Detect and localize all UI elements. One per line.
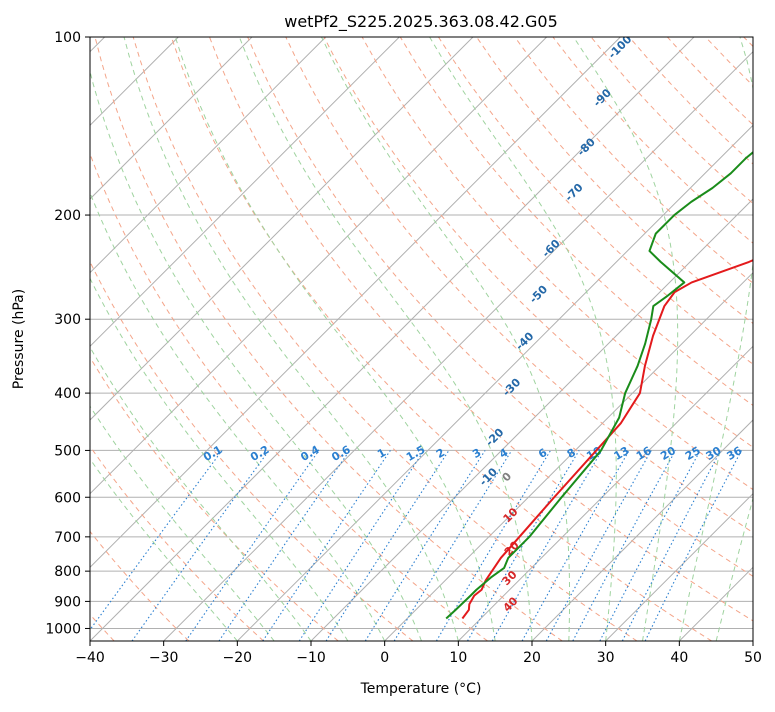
y-tick-label: 300 [54,312,81,328]
y-tick-label: 600 [54,490,81,506]
x-tick-label: 40 [670,650,688,666]
y-tick-label: 700 [54,530,81,546]
y-tick-label: 100 [54,30,81,46]
y-tick-label: 900 [54,594,81,610]
y-tick-label: 400 [54,386,81,402]
y-tick-label: 500 [54,443,81,459]
x-tick-label: 30 [597,650,615,666]
x-tick-label: −40 [75,650,105,666]
x-tick-label: 0 [380,650,389,666]
x-tick-label: 20 [523,650,541,666]
x-tick-label: −20 [223,650,253,666]
y-axis-label: Pressure (hPa) [11,289,27,389]
y-tick-label: 800 [54,564,81,580]
x-tick-label: 50 [744,650,762,666]
y-tick-label: 200 [54,208,81,224]
y-tick-label: 1000 [45,621,81,637]
x-tick-label: −10 [296,650,326,666]
x-tick-label: 10 [449,650,467,666]
x-tick-label: −30 [149,650,179,666]
chart-title: wetPf2_S225.2025.363.08.42.G05 [284,12,558,32]
x-axis-label: Temperature (°C) [360,681,482,697]
